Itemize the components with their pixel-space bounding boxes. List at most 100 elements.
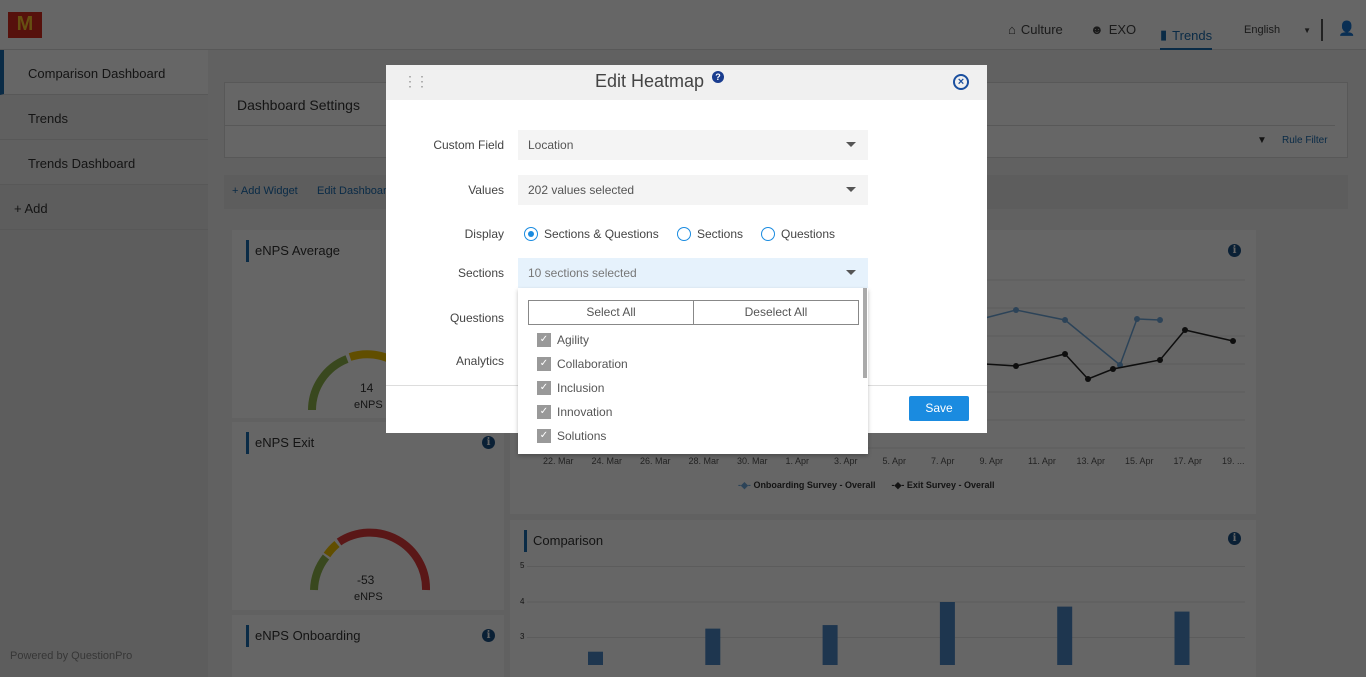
select-all-button[interactable]: Select All <box>528 300 694 325</box>
settings-title: Dashboard Settings <box>237 97 360 113</box>
option-label: Agility <box>557 333 590 347</box>
custom-field-label: Custom Field <box>433 138 504 152</box>
radio-label: Questions <box>781 227 836 241</box>
comparison-bar[interactable] <box>822 625 838 665</box>
option-label: Innovation <box>557 405 613 419</box>
x-tick: 9. Apr <box>979 456 1004 466</box>
series-line-onboarding <box>984 309 1161 367</box>
nav-trends[interactable]: ▮ Trends <box>1160 22 1213 50</box>
info-icon[interactable]: i <box>1228 532 1241 545</box>
comparison-bar[interactable] <box>588 651 603 665</box>
legend-item-onboarding[interactable]: -◆- Onboarding Survey - Overall <box>738 480 876 490</box>
widget-title: eNPS Onboarding <box>246 625 361 647</box>
radio-selected-icon <box>524 227 538 241</box>
user-icon[interactable]: 👤 <box>1338 20 1356 36</box>
radio-sections[interactable]: Sections <box>677 227 743 241</box>
series-point-exit[interactable] <box>1157 357 1163 363</box>
series-point-exit[interactable] <box>1182 327 1188 333</box>
series-point-exit[interactable] <box>1230 338 1236 344</box>
modal-header: ⋮⋮ Edit Heatmap ? × <box>386 65 987 100</box>
info-icon[interactable]: i <box>482 629 495 642</box>
add-widget-button[interactable]: + Add Widget <box>232 185 298 197</box>
x-tick: 13. Apr <box>1076 456 1106 466</box>
nav-label: Culture <box>1020 22 1063 37</box>
deselect-all-button[interactable]: Deselect All <box>693 300 859 325</box>
series-point-exit[interactable] <box>1110 366 1116 372</box>
comparison-bar[interactable] <box>1174 611 1190 665</box>
sidebar-item-comparison-dashboard[interactable]: Comparison Dashboard <box>0 50 208 95</box>
x-tick: 5. Apr <box>882 456 907 466</box>
series-point-onboarding[interactable] <box>1134 316 1140 322</box>
comparison-bar[interactable] <box>1057 606 1073 665</box>
section-option-inclusion[interactable]: ✓ Inclusion <box>537 381 604 395</box>
info-icon[interactable]: i <box>482 436 495 449</box>
series-point-onboarding[interactable] <box>1157 317 1163 323</box>
display-label: Display <box>464 227 504 241</box>
enps-exit-widget: eNPS Exit i -53 eNPS <box>232 422 504 610</box>
gauge-yellow <box>323 540 340 558</box>
enps-onboarding-widget: eNPS Onboarding i <box>232 615 504 677</box>
widget-title: Comparison <box>524 530 603 552</box>
series-point-exit[interactable] <box>1062 351 1068 357</box>
series-point-exit[interactable] <box>1085 376 1091 382</box>
series-point-onboarding[interactable] <box>1117 362 1123 368</box>
x-tick: 1. Apr <box>785 456 810 466</box>
radio-sections-questions[interactable]: Sections & Questions <box>524 227 659 241</box>
radio-questions[interactable]: Questions <box>761 227 835 241</box>
legend-label: Onboarding Survey - Overall <box>753 480 876 490</box>
x-tick: 22. Mar <box>543 456 574 466</box>
edit-dashboard-button[interactable]: Edit Dashboard <box>317 185 393 197</box>
help-icon[interactable]: ? <box>712 71 724 83</box>
questions-label: Questions <box>449 311 504 325</box>
sidebar: Comparison Dashboard Trends Trends Dashb… <box>0 50 208 677</box>
sections-select[interactable]: 10 sections selected <box>518 258 868 288</box>
legend-item-exit[interactable]: -◆- Exit Survey - Overall <box>891 480 995 490</box>
section-option-innovation[interactable]: ✓ Innovation <box>537 405 612 419</box>
x-tick: 26. Mar <box>640 456 671 466</box>
select-value: Location <box>528 138 574 152</box>
section-option-agility[interactable]: ✓ Agility <box>537 333 589 347</box>
option-label: Inclusion <box>557 381 605 395</box>
series-point-exit[interactable] <box>1013 363 1019 369</box>
comparison-bar[interactable] <box>939 602 955 665</box>
x-tick: 28. Mar <box>688 456 720 466</box>
sidebar-item-trends[interactable]: Trends <box>0 95 208 140</box>
series-point-onboarding[interactable] <box>1062 317 1068 323</box>
nav-label: EXO <box>1108 22 1137 37</box>
nav-exo[interactable]: ☻ EXO <box>1090 22 1136 37</box>
modal-title: Edit Heatmap <box>595 71 705 91</box>
divider <box>1321 19 1323 41</box>
language-select[interactable]: English ▼ <box>1244 24 1311 36</box>
enps-gauge <box>310 528 431 591</box>
home-icon: ⌂ <box>1008 22 1016 37</box>
trend-legend: -◆- Onboarding Survey - Overall -◆- Exit… <box>738 480 994 491</box>
values-select[interactable]: 202 values selected <box>518 175 868 205</box>
section-option-solutions[interactable]: ✓ Solutions <box>537 429 606 443</box>
drag-handle-icon[interactable]: ⋮⋮ <box>403 73 429 89</box>
checkbox-checked-icon: ✓ <box>537 357 551 371</box>
series-point-onboarding[interactable] <box>1013 307 1019 313</box>
sidebar-item-trends-dashboard[interactable]: Trends Dashboard <box>0 140 208 185</box>
gauge-green <box>310 554 330 591</box>
section-option-collaboration[interactable]: ✓ Collaboration <box>537 357 628 371</box>
x-tick: 7. Apr <box>931 456 955 466</box>
custom-field-select[interactable]: Location <box>518 130 868 160</box>
scrollbar[interactable] <box>863 288 867 378</box>
info-icon[interactable]: i <box>1228 244 1241 257</box>
sidebar-add[interactable]: + Add <box>0 185 208 230</box>
close-icon[interactable]: × <box>953 74 969 90</box>
smiley-icon: ☻ <box>1090 22 1104 37</box>
caret-down-icon <box>846 270 856 275</box>
logo[interactable]: M <box>8 12 42 38</box>
nav-label: Trends <box>1172 27 1213 43</box>
language-value: English <box>1244 24 1281 36</box>
powered-by: Powered by QuestionPro <box>10 650 133 662</box>
save-button[interactable]: Save <box>909 396 969 421</box>
radio-label: Sections <box>697 227 744 241</box>
filter-icon[interactable]: ▼ <box>1257 135 1267 146</box>
rule-filter-link[interactable]: Rule Filter <box>1282 135 1328 146</box>
checkbox-checked-icon: ✓ <box>537 405 551 419</box>
enps-value: 14 <box>360 381 374 395</box>
comparison-bar[interactable] <box>705 628 721 665</box>
nav-culture[interactable]: ⌂ Culture <box>1008 22 1063 37</box>
